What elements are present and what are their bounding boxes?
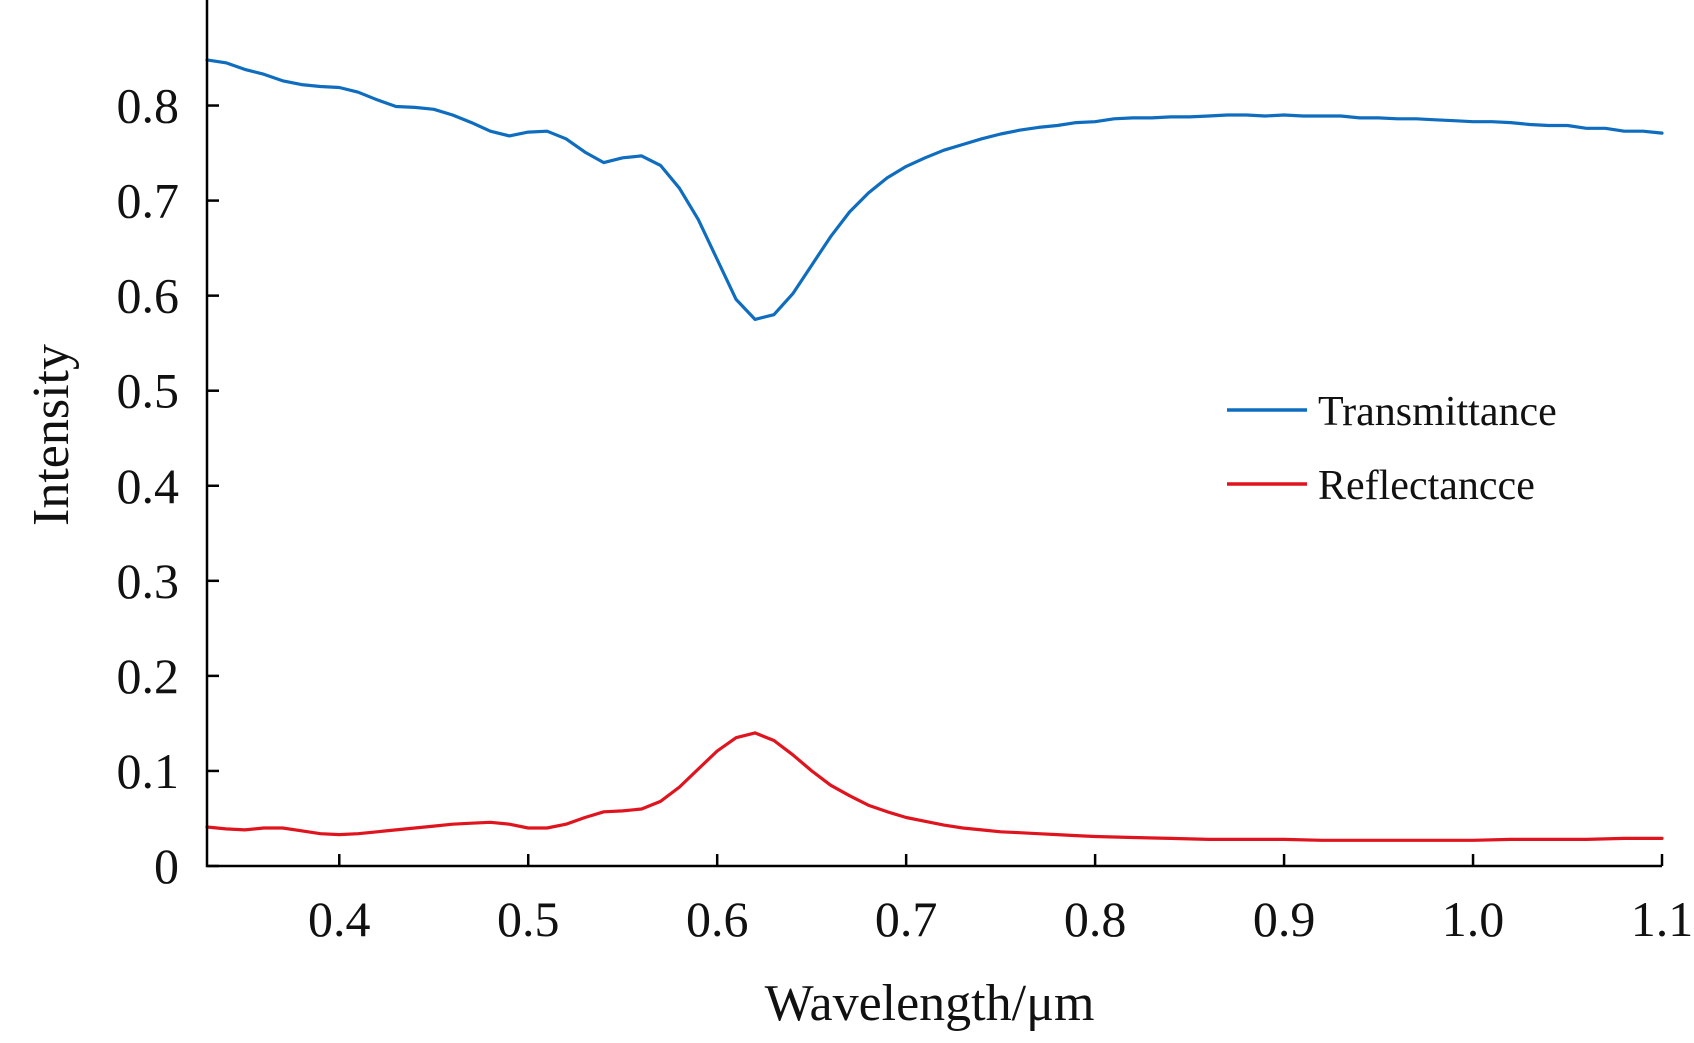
legend-label: Reflectancce: [1318, 463, 1535, 509]
x-tick-label: 0.6: [686, 891, 749, 947]
x-axis-title: Wavelength/μm: [765, 975, 1095, 1032]
series-line-transmittance: [205, 58, 1664, 321]
y-tick-label: 0.1: [117, 743, 180, 799]
y-tick-label: 0.3: [117, 553, 180, 609]
y-tick-label: 0.7: [117, 173, 180, 229]
x-tick-label: 0.8: [1064, 891, 1127, 947]
y-ticks: 0 0.1 0.2 0.3 0.4 0.5 0.6 0.7 0.8: [117, 78, 219, 894]
y-tick-label: 0.5: [117, 363, 180, 419]
x-tick-label: 0.5: [497, 891, 560, 947]
legend: Transmittance Reflectancce: [1227, 389, 1557, 509]
series-layer: [205, 58, 1664, 842]
x-ticks: 0.4 0.5 0.6 0.7 0.8 0.9 1.0 1.1: [308, 854, 1693, 947]
x-tick-label: 1.1: [1631, 891, 1694, 947]
y-tick-label: 0.2: [117, 648, 180, 704]
y-axis-title: Intensity: [23, 344, 80, 526]
y-tick-label: 0: [154, 838, 179, 894]
legend-label: Transmittance: [1318, 389, 1557, 435]
y-tick-label: 0.6: [117, 268, 180, 324]
x-tick-label: 0.4: [308, 891, 371, 947]
series-line-reflectancce: [205, 731, 1664, 842]
x-tick-label: 0.7: [875, 891, 938, 947]
x-tick-label: 0.9: [1253, 891, 1316, 947]
x-tick-label: 1.0: [1442, 891, 1505, 947]
y-tick-label: 0.8: [117, 78, 180, 134]
y-tick-label: 0.4: [117, 458, 180, 514]
